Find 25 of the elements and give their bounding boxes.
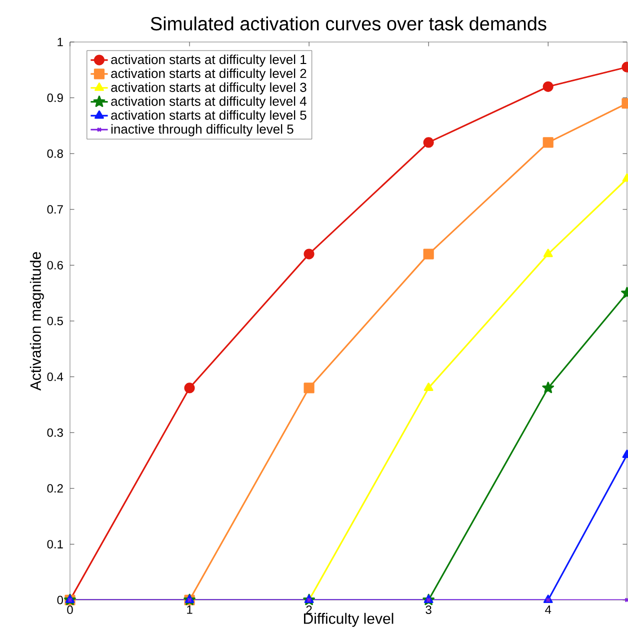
y-tick-label: 0.8 bbox=[47, 149, 63, 158]
y-tick-label: 0.9 bbox=[47, 94, 63, 102]
y-tick-label: 0.6 bbox=[47, 260, 63, 270]
x-tick-label: 2 bbox=[306, 606, 312, 614]
x-tick-label: 3 bbox=[426, 606, 432, 614]
y-tick-label: 0.4 bbox=[47, 372, 64, 382]
y-tick-label: 1 bbox=[58, 38, 63, 46]
y-tick-label: 0.3 bbox=[47, 428, 63, 437]
x-tick-label: 0 bbox=[67, 606, 73, 614]
y-tick-label: 0.2 bbox=[47, 484, 63, 493]
legend-label: inactive through difficulty level 5 bbox=[111, 124, 294, 136]
y-tick-label: 0 bbox=[57, 596, 64, 604]
chart-title: Simulated activation curves over task demands bbox=[150, 16, 546, 30]
legend-label: activation starts at difficulty level 4 bbox=[111, 96, 306, 108]
y-tick-label: 0.5 bbox=[47, 316, 63, 326]
y-tick-label: 0.7 bbox=[47, 205, 63, 214]
x-axis-title: Difficulty level bbox=[304, 612, 394, 627]
x-tick-label: 4 bbox=[545, 606, 552, 614]
legend-label: activation starts at difficulty level 1 bbox=[111, 54, 306, 67]
legend-label: activation starts at difficulty level 3 bbox=[111, 82, 306, 95]
y-tick-label: 0.1 bbox=[47, 540, 63, 548]
legend-label: activation starts at difficulty level 5 bbox=[111, 110, 306, 122]
x-tick-label: 1 bbox=[187, 606, 192, 614]
legend-label: activation starts at difficulty level 2 bbox=[111, 68, 306, 81]
y-axis-title: Activation magnitude bbox=[30, 252, 44, 391]
